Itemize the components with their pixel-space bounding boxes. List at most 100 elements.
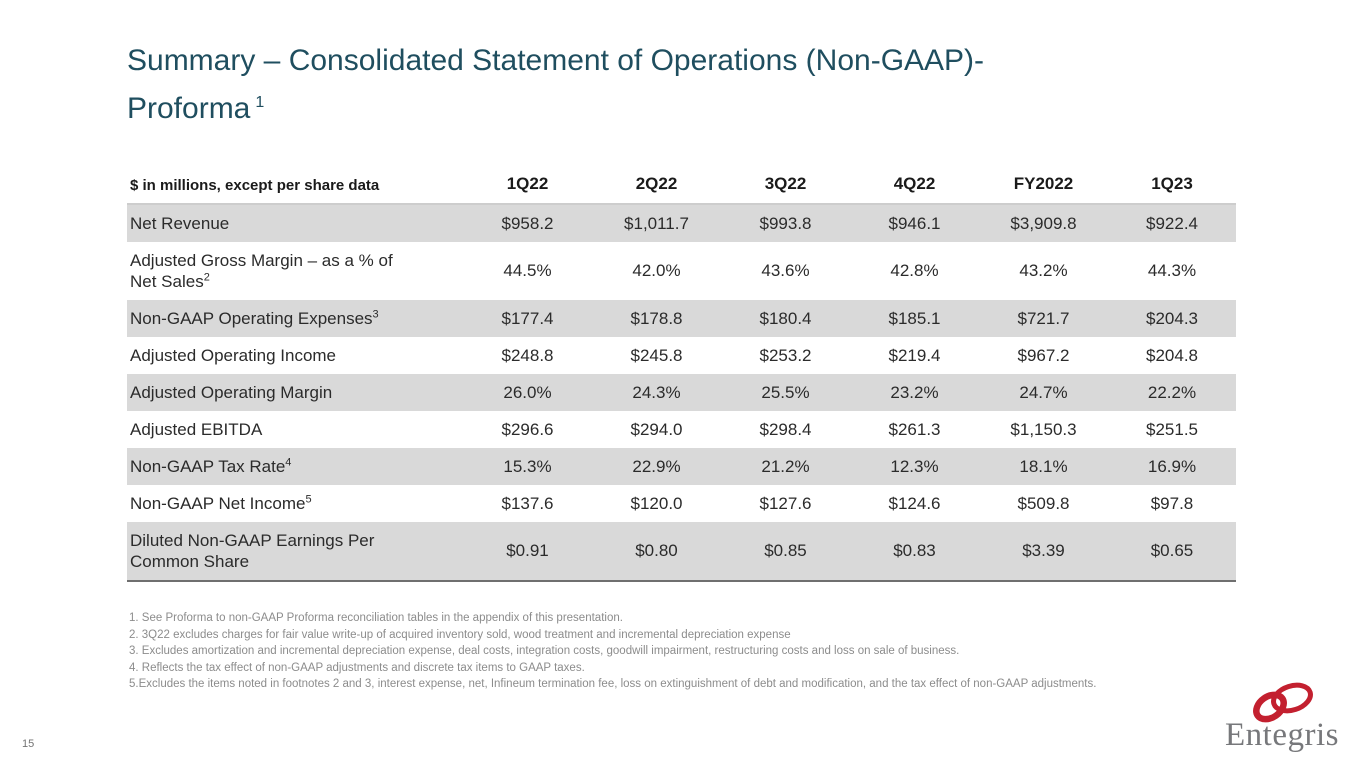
row-value-2q22: $294.0	[630, 419, 683, 439]
entegris-rings-icon	[1253, 682, 1313, 723]
column-header-3q22: 3Q22	[721, 168, 850, 205]
row-value-1q22: $0.91	[463, 522, 592, 582]
title-footnote-ref: 1	[255, 94, 265, 111]
column-header-1q23: 1Q23	[1108, 168, 1236, 205]
row-value-2q22: 22.9%	[632, 456, 681, 476]
row-value-2q22: $1,011.7	[624, 213, 689, 233]
title-line1: Summary – Consolidated Statement of Oper…	[127, 44, 985, 77]
row-value-2q22: $0.80	[592, 522, 721, 582]
row-value-1q23: $97.8	[1150, 493, 1194, 513]
footnotes: 1. See Proforma to non-GAAP Proforma rec…	[129, 610, 1234, 693]
row-value-fy2022: $721.7	[1017, 308, 1070, 328]
footnote-2: 2. 3Q22 excludes charges for fair value …	[129, 628, 791, 641]
row-value-3q22: 21.2%	[761, 456, 810, 476]
row-value-fy2022: $967.2	[1017, 345, 1070, 365]
row-value-1q22: $137.6	[501, 493, 554, 513]
row-value-1q22: $958.2	[501, 213, 554, 233]
table-row: Adjusted Operating Income $248.8 $245.8 …	[127, 337, 1236, 374]
table-row: Adjusted Operating Margin 26.0% 24.3% 25…	[127, 374, 1236, 411]
row-label: Adjusted EBITDA	[130, 420, 263, 439]
row-value-2q22: 42.0%	[632, 261, 681, 280]
row-label: Non-GAAP Net Income5	[130, 493, 312, 513]
row-label: Net Revenue	[130, 214, 230, 233]
row-value-3q22: $298.4	[759, 419, 812, 439]
footnote-3: 3. Excludes amortization and incremental…	[129, 645, 960, 657]
row-value-4q22: $261.3	[888, 419, 941, 439]
row-value-4q22: $946.1	[888, 213, 941, 233]
row-value-3q22: $993.8	[759, 213, 812, 233]
footnote-1: 1. See Proforma to non-GAAP Proforma rec…	[129, 612, 623, 624]
financial-summary-table: $ in millions, except per share data 1Q2…	[127, 168, 1236, 582]
row-value-1q23: 22.2%	[1147, 382, 1197, 402]
title-line2: Proforma	[127, 92, 251, 125]
row-value-2q22: $178.8	[630, 308, 683, 328]
footnote-4: 4. Reflects the tax effect of non-GAAP a…	[129, 661, 585, 674]
row-value-fy2022: $3,909.8	[1010, 213, 1077, 233]
row-footnote-ref: 5	[305, 493, 312, 506]
column-header-2q22: 2Q22	[592, 168, 721, 205]
row-value-4q22: $219.4	[888, 345, 941, 365]
row-value-fy2022: $3.39	[979, 522, 1108, 582]
row-value-2q22: 24.3%	[632, 382, 681, 402]
row-label: Adjusted Operating Margin	[130, 383, 333, 402]
row-value-3q22: $253.2	[759, 345, 812, 365]
row-value-4q22: $185.1	[888, 308, 941, 328]
page-number: 15	[22, 738, 35, 750]
table-row: Non-GAAP Operating Expenses3 $177.4 $178…	[127, 300, 1236, 337]
row-value-1q23: 16.9%	[1147, 456, 1197, 476]
row-value-fy2022: 43.2%	[1019, 261, 1068, 280]
column-header-fy2022: FY2022	[979, 168, 1108, 205]
row-label: Adjusted Operating Income	[130, 346, 337, 365]
row-value-1q22: 15.3%	[503, 456, 552, 476]
row-value-1q23: $922.4	[1146, 213, 1198, 233]
table-row: Diluted Non-GAAP Earnings Per Common Sha…	[127, 522, 1236, 582]
row-label: Non-GAAP Operating Expenses3	[130, 308, 379, 328]
row-value-1q23: 44.3%	[1147, 261, 1197, 280]
row-value-fy2022: 18.1%	[1019, 456, 1068, 476]
row-value-1q22: $177.4	[501, 308, 554, 328]
row-value-1q23: $204.3	[1146, 308, 1198, 328]
table-row: Adjusted EBITDA $296.6 $294.0 $298.4 $26…	[127, 411, 1236, 448]
row-value-1q22: $248.8	[501, 345, 554, 365]
row-value-1q22: $296.6	[501, 419, 554, 439]
row-value-4q22: 23.2%	[890, 382, 939, 402]
row-value-4q22: 12.3%	[890, 456, 939, 476]
row-footnote-ref: 3	[372, 308, 379, 321]
table-row: Net Revenue $958.2 $1,011.7 $993.8 $946.…	[127, 204, 1236, 242]
table-header-row: $ in millions, except per share data 1Q2…	[127, 168, 1236, 205]
row-label: Non-GAAP Tax Rate4	[130, 456, 292, 476]
row-value-4q22: $0.83	[850, 522, 979, 582]
entegris-logo-text: Entegris	[1225, 717, 1339, 753]
row-value-fy2022: $509.8	[1017, 493, 1070, 513]
row-value-1q23: $204.8	[1146, 345, 1198, 365]
row-value-1q23: $0.65	[1108, 522, 1236, 582]
row-value-2q22: $245.8	[630, 345, 683, 365]
row-value-2q22: $120.0	[630, 493, 683, 513]
page-title: Summary – Consolidated Statement of Oper…	[127, 40, 1227, 130]
table-row: Non-GAAP Tax Rate4 15.3% 22.9% 21.2% 12.…	[127, 448, 1236, 485]
row-value-3q22: $127.6	[759, 493, 812, 513]
table-row: Adjusted Gross Margin – as a % of Net Sa…	[127, 242, 1236, 300]
row-value-4q22: $124.6	[888, 493, 941, 513]
row-footnote-ref: 4	[285, 456, 292, 469]
row-value-3q22: 43.6%	[761, 261, 810, 280]
row-footnote-ref: 2	[203, 271, 210, 284]
entegris-logo: Entegris	[1215, 680, 1349, 752]
footnote-5: 5.Excludes the items noted in footnotes …	[129, 678, 1097, 690]
row-value-3q22: 25.5%	[761, 382, 810, 402]
row-value-1q22: 44.5%	[503, 261, 552, 280]
column-header-4q22: 4Q22	[850, 168, 979, 205]
row-value-3q22: $0.85	[721, 522, 850, 582]
row-value-3q22: $180.4	[759, 308, 812, 328]
row-value-4q22: 42.8%	[890, 261, 939, 280]
row-value-fy2022: 24.7%	[1019, 382, 1068, 402]
row-label: Adjusted Gross Margin – as a % of Net Sa…	[130, 251, 393, 291]
row-value-fy2022: $1,150.3	[1010, 419, 1077, 439]
row-value-1q22: 26.0%	[503, 382, 552, 402]
column-header-1q22: 1Q22	[463, 168, 592, 205]
row-label: Diluted Non-GAAP Earnings Per Common Sha…	[127, 522, 463, 582]
row-value-1q23: $251.5	[1146, 419, 1198, 439]
table-row: Non-GAAP Net Income5 $137.6 $120.0 $127.…	[127, 485, 1236, 522]
table-unit-label: $ in millions, except per share data	[127, 168, 463, 205]
